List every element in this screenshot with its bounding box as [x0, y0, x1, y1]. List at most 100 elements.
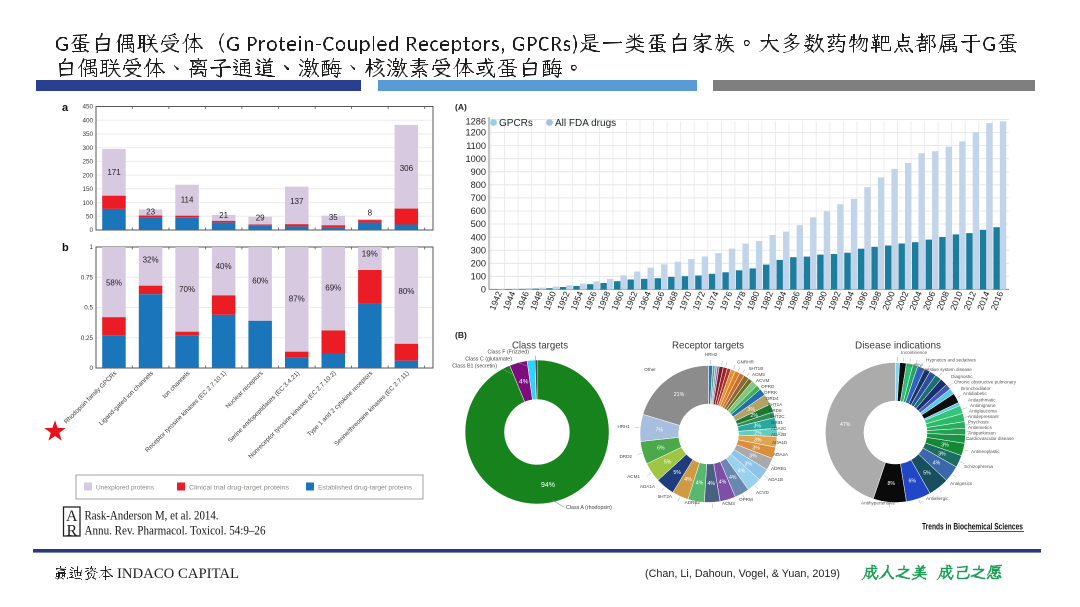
svg-text:3%: 3% — [747, 407, 755, 413]
svg-text:DR31: DR31 — [771, 420, 783, 425]
svg-text:Antimigraine: Antimigraine — [970, 403, 996, 408]
svg-text:DRD8: DRD8 — [769, 408, 782, 413]
svg-text:Class B1 (secretin): Class B1 (secretin) — [452, 364, 497, 370]
svg-text:GNRHR: GNRHR — [737, 360, 755, 365]
svg-text:OPRK: OPRK — [764, 390, 778, 395]
svg-text:50: 50 — [86, 214, 94, 221]
svg-text:200: 200 — [82, 172, 93, 179]
svg-text:70%: 70% — [179, 285, 195, 294]
svg-text:4%: 4% — [719, 479, 727, 485]
svg-text:a: a — [62, 102, 69, 114]
svg-text:1286: 1286 — [466, 117, 486, 127]
svg-text:ADA1D: ADA1D — [772, 440, 788, 445]
svg-text:Cardiovascular disease: Cardiovascular disease — [966, 436, 1014, 441]
svg-text:87%: 87% — [289, 294, 305, 303]
svg-text:ADA1A: ADA1A — [640, 484, 656, 489]
svg-text:ACM5: ACM5 — [752, 372, 765, 377]
svg-text:250: 250 — [82, 159, 93, 166]
svg-text:0: 0 — [89, 227, 93, 234]
svg-text:Antiparkinson: Antiparkinson — [968, 431, 996, 436]
svg-text:Antineoplastic: Antineoplastic — [971, 449, 1000, 454]
svg-text:0.75: 0.75 — [81, 274, 94, 281]
svg-text:HRH2: HRH2 — [705, 352, 718, 357]
svg-text:4%: 4% — [729, 475, 737, 481]
svg-text:ADA2A: ADA2A — [773, 452, 789, 457]
svg-text:Chronic obstructive pulmonary: Chronic obstructive pulmonary — [954, 380, 1017, 385]
svg-text:4%: 4% — [933, 461, 941, 467]
svg-text:3%: 3% — [744, 461, 752, 467]
svg-text:Hypnotics and sedatives: Hypnotics and sedatives — [926, 358, 976, 363]
svg-text:4%: 4% — [696, 481, 704, 487]
svg-text:1000: 1000 — [466, 154, 486, 164]
svg-text:R: R — [66, 523, 77, 540]
svg-text:5HT2C: 5HT2C — [770, 414, 785, 419]
svg-text:Psychosis: Psychosis — [968, 420, 989, 425]
svg-text:400: 400 — [82, 117, 93, 124]
svg-text:0.5: 0.5 — [84, 305, 93, 312]
svg-text:0: 0 — [481, 285, 486, 295]
svg-text:19%: 19% — [362, 250, 378, 259]
svg-text:Antiasthmatic: Antiasthmatic — [968, 398, 996, 403]
svg-text:Antihypertensive: Antihypertensive — [861, 501, 895, 506]
svg-text:3%: 3% — [752, 446, 760, 452]
svg-text:5HT1B: 5HT1B — [749, 366, 763, 371]
svg-text:600: 600 — [471, 206, 486, 216]
svg-text:137: 137 — [290, 197, 304, 206]
svg-text:400: 400 — [471, 232, 486, 242]
svg-text:Antidiabetic: Antidiabetic — [963, 391, 987, 396]
svg-text:5%: 5% — [923, 470, 931, 476]
svg-text:450: 450 — [82, 104, 93, 111]
svg-text:HRH1: HRH1 — [617, 424, 630, 429]
svg-text:Fertility: Fertility — [907, 363, 923, 368]
svg-text:ADRB2: ADRB2 — [685, 500, 701, 505]
svg-text:171: 171 — [107, 168, 121, 177]
svg-text:350: 350 — [82, 131, 93, 138]
svg-text:5%: 5% — [664, 460, 672, 466]
svg-text:5HT2A: 5HT2A — [658, 494, 673, 499]
svg-text:INDACO CAPITAL: INDACO CAPITAL — [117, 566, 239, 582]
svg-text:5%: 5% — [673, 470, 681, 476]
svg-text:1200: 1200 — [466, 128, 486, 138]
svg-text:4%: 4% — [519, 379, 529, 386]
svg-text:3%: 3% — [754, 424, 762, 430]
svg-text:6%: 6% — [909, 479, 917, 485]
svg-text:GPCRs: GPCRs — [499, 118, 533, 129]
svg-text:0.25: 0.25 — [81, 335, 94, 342]
svg-text:Clinical trial drug-target pro: Clinical trial drug-target proteins — [189, 485, 289, 492]
svg-text:1100: 1100 — [466, 141, 486, 151]
svg-text:7%: 7% — [655, 427, 663, 433]
svg-text:DRD4: DRD4 — [766, 396, 779, 401]
svg-text:ACM1: ACM1 — [627, 474, 640, 479]
svg-text:3%: 3% — [938, 451, 946, 457]
svg-text:(B): (B) — [455, 330, 467, 340]
svg-text:40%: 40% — [216, 262, 232, 271]
svg-text:29: 29 — [256, 214, 265, 223]
svg-text:Schizophrenia: Schizophrenia — [964, 464, 994, 469]
svg-text:100: 100 — [82, 200, 93, 207]
svg-text:Annu. Rev. Pharmacol. Toxicol.: Annu. Rev. Pharmacol. Toxicol. 54:9–26 — [85, 524, 267, 538]
svg-text:100: 100 — [471, 272, 486, 282]
svg-text:0: 0 — [89, 365, 93, 372]
svg-text:300: 300 — [82, 145, 93, 152]
svg-text:58%: 58% — [106, 279, 122, 288]
svg-text:DRD2: DRD2 — [619, 454, 632, 459]
svg-text:ACVD: ACVD — [756, 490, 769, 495]
svg-text:4%: 4% — [738, 469, 746, 475]
svg-text:ACVM: ACVM — [756, 378, 769, 383]
svg-text:6%: 6% — [657, 446, 665, 452]
svg-text:8: 8 — [368, 209, 373, 218]
svg-text:Trends in Biochemical Sciences: Trends in Biochemical Sciences — [922, 522, 1023, 532]
svg-text:2%: 2% — [751, 413, 759, 419]
svg-text:3%: 3% — [754, 438, 762, 444]
svg-text:4%: 4% — [684, 477, 692, 483]
svg-text:OPRM: OPRM — [739, 497, 753, 502]
svg-text:4%: 4% — [707, 481, 715, 487]
svg-text:A: A — [66, 508, 78, 525]
svg-text:32%: 32% — [143, 256, 159, 265]
svg-text:21: 21 — [219, 211, 228, 220]
svg-text:Rask-Anderson M, et al. 2014.: Rask-Anderson M, et al. 2014. — [85, 509, 219, 523]
svg-text:800: 800 — [471, 180, 486, 190]
svg-text:Analgesics: Analgesics — [950, 481, 973, 486]
svg-text:23: 23 — [146, 207, 155, 216]
svg-text:ADA2C: ADA2C — [771, 426, 787, 431]
